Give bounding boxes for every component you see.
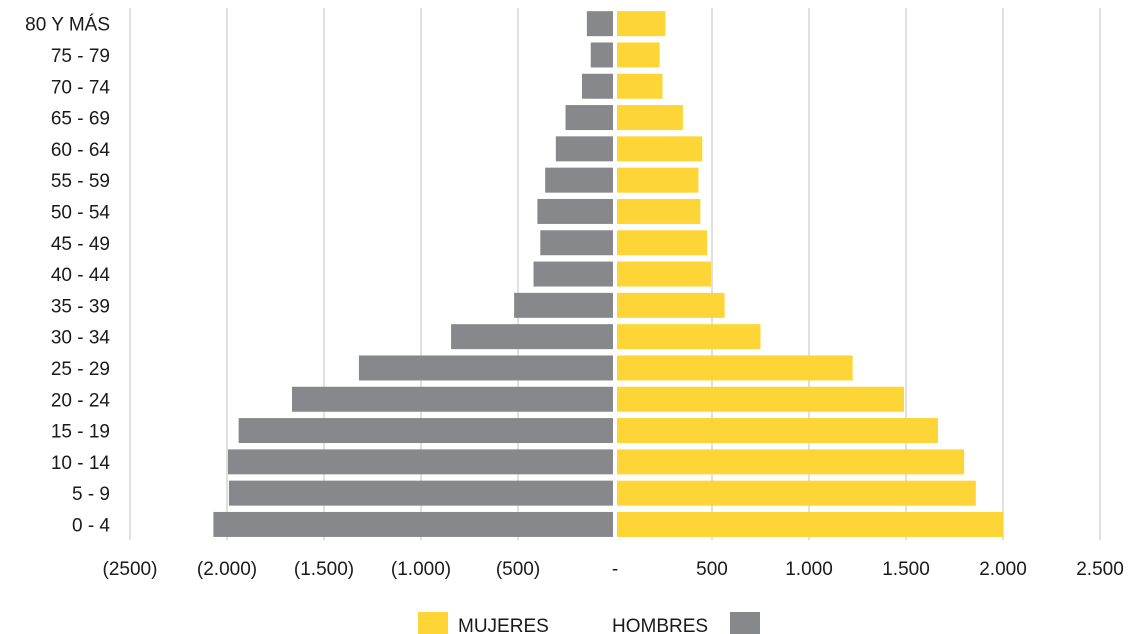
category-label-9: 35 - 39 bbox=[51, 296, 110, 317]
bar-mujeres-11 bbox=[615, 355, 853, 381]
bar-hombres-9 bbox=[514, 292, 615, 318]
x-tick-label-8: 1.500 bbox=[882, 559, 930, 580]
bar-mujeres-7 bbox=[615, 230, 708, 256]
bar-mujeres-3 bbox=[615, 105, 683, 131]
bar-mujeres-14 bbox=[615, 449, 965, 475]
category-label-11: 25 - 29 bbox=[51, 359, 110, 380]
legend-label-hombres: HOMBRES bbox=[612, 616, 708, 634]
bars bbox=[213, 11, 1003, 537]
bar-hombres-13 bbox=[238, 418, 615, 444]
x-tick-labels: (2500) (2.000) (1.500) (1.000) (500) - 500 1.00… bbox=[103, 559, 1124, 580]
x-tick-label-10: 2.500 bbox=[1076, 559, 1124, 580]
category-label-4: 60 - 64 bbox=[51, 140, 111, 161]
bar-hombres-16 bbox=[213, 511, 616, 537]
bar-hombres-1 bbox=[590, 42, 615, 68]
bar-hombres-15 bbox=[228, 480, 615, 506]
bar-hombres-5 bbox=[545, 167, 615, 193]
category-label-12: 20 - 24 bbox=[51, 390, 111, 411]
x-tick-label-2: (1.500) bbox=[294, 559, 354, 580]
bar-mujeres-10 bbox=[615, 324, 761, 350]
bar-mujeres-0 bbox=[615, 11, 666, 37]
bar-hombres-12 bbox=[291, 386, 615, 412]
category-label-15: 5 - 9 bbox=[72, 484, 110, 505]
bar-mujeres-4 bbox=[615, 136, 703, 162]
gridlines bbox=[129, 8, 1101, 541]
x-tick-label-3: (1.000) bbox=[391, 559, 451, 580]
category-label-10: 30 - 34 bbox=[51, 328, 111, 349]
legend: MUJERES HOMBRES bbox=[418, 612, 760, 634]
bar-hombres-14 bbox=[227, 449, 615, 475]
category-label-2: 70 - 74 bbox=[51, 77, 111, 98]
x-tick-label-9: 2.000 bbox=[979, 559, 1027, 580]
bar-hombres-0 bbox=[586, 11, 615, 37]
bar-mujeres-8 bbox=[615, 261, 712, 287]
legend-swatch-hombres bbox=[730, 612, 760, 634]
x-tick-label-7: 1.000 bbox=[785, 559, 833, 580]
x-tick-label-5: - bbox=[612, 559, 618, 580]
bar-mujeres-16 bbox=[615, 511, 1003, 537]
category-label-7: 45 - 49 bbox=[51, 234, 110, 255]
bar-mujeres-9 bbox=[615, 292, 725, 318]
category-label-13: 15 - 19 bbox=[51, 422, 110, 443]
category-label-1: 75 - 79 bbox=[51, 46, 110, 67]
bar-mujeres-6 bbox=[615, 198, 701, 224]
x-tick-label-6: 500 bbox=[696, 559, 728, 580]
category-label-5: 55 - 59 bbox=[51, 171, 110, 192]
x-tick-label-4: (500) bbox=[496, 559, 540, 580]
x-tick-label-1: (2.000) bbox=[197, 559, 257, 580]
category-label-6: 50 - 54 bbox=[51, 202, 111, 223]
bar-mujeres-15 bbox=[615, 480, 976, 506]
category-label-16: 0 - 4 bbox=[72, 515, 110, 536]
legend-label-mujeres: MUJERES bbox=[458, 616, 549, 634]
bar-hombres-10 bbox=[451, 324, 615, 350]
bar-mujeres-12 bbox=[615, 386, 905, 412]
bar-hombres-11 bbox=[358, 355, 615, 381]
bar-mujeres-1 bbox=[615, 42, 660, 68]
category-label-8: 40 - 44 bbox=[51, 265, 111, 286]
bar-hombres-3 bbox=[565, 105, 615, 131]
category-labels: 80 Y MÁS 75 - 79 70 - 74 65 - 69 60 - 64 55 -… bbox=[25, 15, 110, 537]
bar-hombres-4 bbox=[555, 136, 615, 162]
category-label-14: 10 - 14 bbox=[51, 453, 111, 474]
bar-hombres-8 bbox=[533, 261, 615, 287]
bar-mujeres-13 bbox=[615, 418, 939, 444]
legend-swatch-mujeres bbox=[418, 612, 448, 634]
category-label-3: 65 - 69 bbox=[51, 109, 110, 130]
bar-hombres-2 bbox=[582, 73, 615, 99]
category-label-0: 80 Y MÁS bbox=[25, 15, 110, 36]
bar-mujeres-2 bbox=[615, 73, 663, 99]
bar-mujeres-5 bbox=[615, 167, 699, 193]
x-tick-label-0: (2500) bbox=[103, 559, 158, 580]
bar-hombres-6 bbox=[537, 198, 615, 224]
bar-hombres-7 bbox=[540, 230, 615, 256]
